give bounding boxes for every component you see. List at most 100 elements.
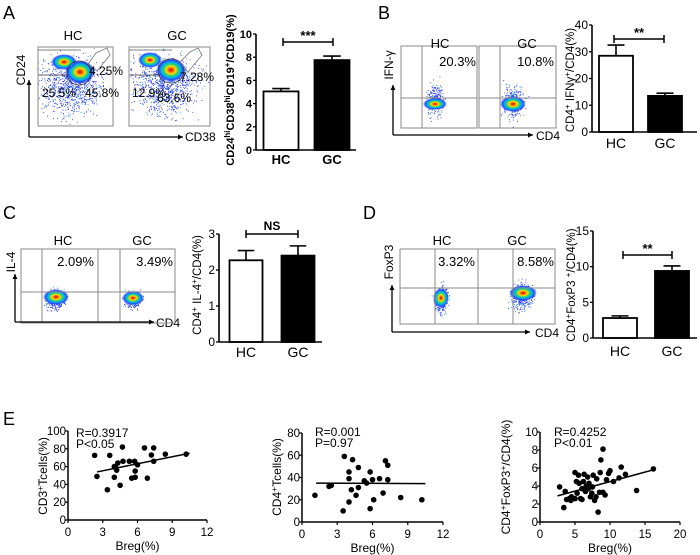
- event-dot: [181, 95, 183, 97]
- event-dot: [90, 110, 92, 112]
- event-dot: [98, 68, 100, 70]
- event-dot: [432, 94, 434, 96]
- event-dot: [435, 86, 437, 88]
- event-dot: [154, 94, 156, 96]
- event-dot: [206, 65, 208, 67]
- event-dot: [431, 295, 433, 297]
- event-dot: [122, 87, 123, 88]
- event-dot: [165, 89, 167, 91]
- event-dot: [139, 303, 141, 305]
- event-dot: [183, 80, 185, 82]
- event-dot: [169, 105, 171, 107]
- event-dot: [180, 81, 182, 83]
- event-dot: [80, 91, 82, 93]
- event-dot: [159, 97, 161, 99]
- event-dot: [192, 75, 194, 77]
- event-dot: [433, 110, 435, 111]
- event-dot: [170, 113, 172, 115]
- event-dot: [191, 83, 193, 85]
- event-dot: [157, 91, 159, 93]
- event-dot: [431, 92, 433, 94]
- density-plot: [38, 47, 112, 125]
- event-dot: [159, 104, 161, 106]
- group-title: HC: [433, 233, 452, 248]
- y-tick-label: 10: [240, 29, 252, 41]
- event-dot: [532, 285, 534, 286]
- event-dot: [523, 308, 525, 310]
- event-dot: [70, 96, 72, 98]
- arrowhead-icon: [12, 274, 18, 279]
- event-dot: [81, 94, 83, 96]
- event-dot: [511, 117, 513, 119]
- event-dot: [146, 114, 148, 116]
- event-dot: [167, 85, 169, 87]
- event-dot: [50, 84, 52, 86]
- event-dot: [136, 92, 138, 94]
- event-dot: [42, 94, 44, 96]
- event-dot: [89, 98, 91, 100]
- event-dot: [143, 72, 145, 74]
- event-dot: [66, 91, 67, 93]
- event-dot: [130, 69, 132, 71]
- event-dot: [196, 90, 198, 92]
- event-dot: [148, 71, 150, 73]
- event-dot: [169, 103, 171, 104]
- event-dot: [57, 91, 59, 93]
- event-dot: [86, 100, 88, 102]
- event-dot: [516, 308, 518, 310]
- event-dot: [146, 84, 148, 86]
- data-point: [162, 451, 169, 457]
- event-dot: [57, 86, 59, 88]
- event-dot: [162, 86, 164, 87]
- event-dot: [167, 84, 169, 85]
- event-dot: [49, 73, 51, 75]
- event-dot: [91, 81, 93, 82]
- event-dot: [127, 306, 129, 308]
- event-dot: [77, 101, 79, 103]
- event-dot: [513, 301, 515, 303]
- event-dot: [60, 305, 62, 307]
- event-dot: [145, 78, 147, 79]
- event-dot: [68, 95, 70, 97]
- event-dot: [156, 116, 158, 118]
- gate-percentage: 3.49%: [136, 254, 173, 269]
- event-dot: [54, 308, 56, 310]
- event-dot: [180, 87, 182, 89]
- event-dot: [514, 114, 516, 116]
- event-dot: [434, 89, 436, 91]
- event-dot: [525, 303, 527, 305]
- event-dot: [64, 302, 65, 304]
- x-axis-label: Breg(%): [350, 541, 394, 555]
- event-dot: [188, 81, 190, 83]
- event-dot: [63, 289, 65, 291]
- event-dot: [438, 113, 440, 115]
- event-dot: [166, 84, 168, 86]
- event-dot: [44, 70, 46, 72]
- event-dot: [143, 100, 145, 102]
- event-dot: [46, 104, 48, 106]
- event-dot: [171, 84, 172, 86]
- event-dot: [137, 91, 139, 93]
- x-tick-label: 0: [65, 527, 71, 539]
- bar-hc: [602, 317, 638, 339]
- p-value: P<0.01: [554, 436, 593, 450]
- event-dot: [103, 85, 104, 86]
- event-dot: [513, 91, 515, 93]
- event-dot: [528, 96, 530, 97]
- event-dot: [518, 91, 520, 93]
- event-dot: [149, 86, 151, 88]
- event-dot: [125, 289, 127, 291]
- event-dot: [150, 89, 152, 91]
- event-dot: [432, 87, 434, 89]
- event-dot: [62, 93, 64, 95]
- event-dot: [54, 305, 56, 307]
- event-dot: [52, 85, 54, 87]
- event-dot: [93, 91, 95, 93]
- event-dot: [517, 113, 519, 115]
- event-dot: [49, 304, 51, 306]
- event-dot: [163, 48, 165, 50]
- event-dot: [143, 89, 145, 91]
- event-dot: [436, 87, 438, 89]
- density-plot: [431, 281, 451, 317]
- x-tick-label: 0: [299, 529, 305, 541]
